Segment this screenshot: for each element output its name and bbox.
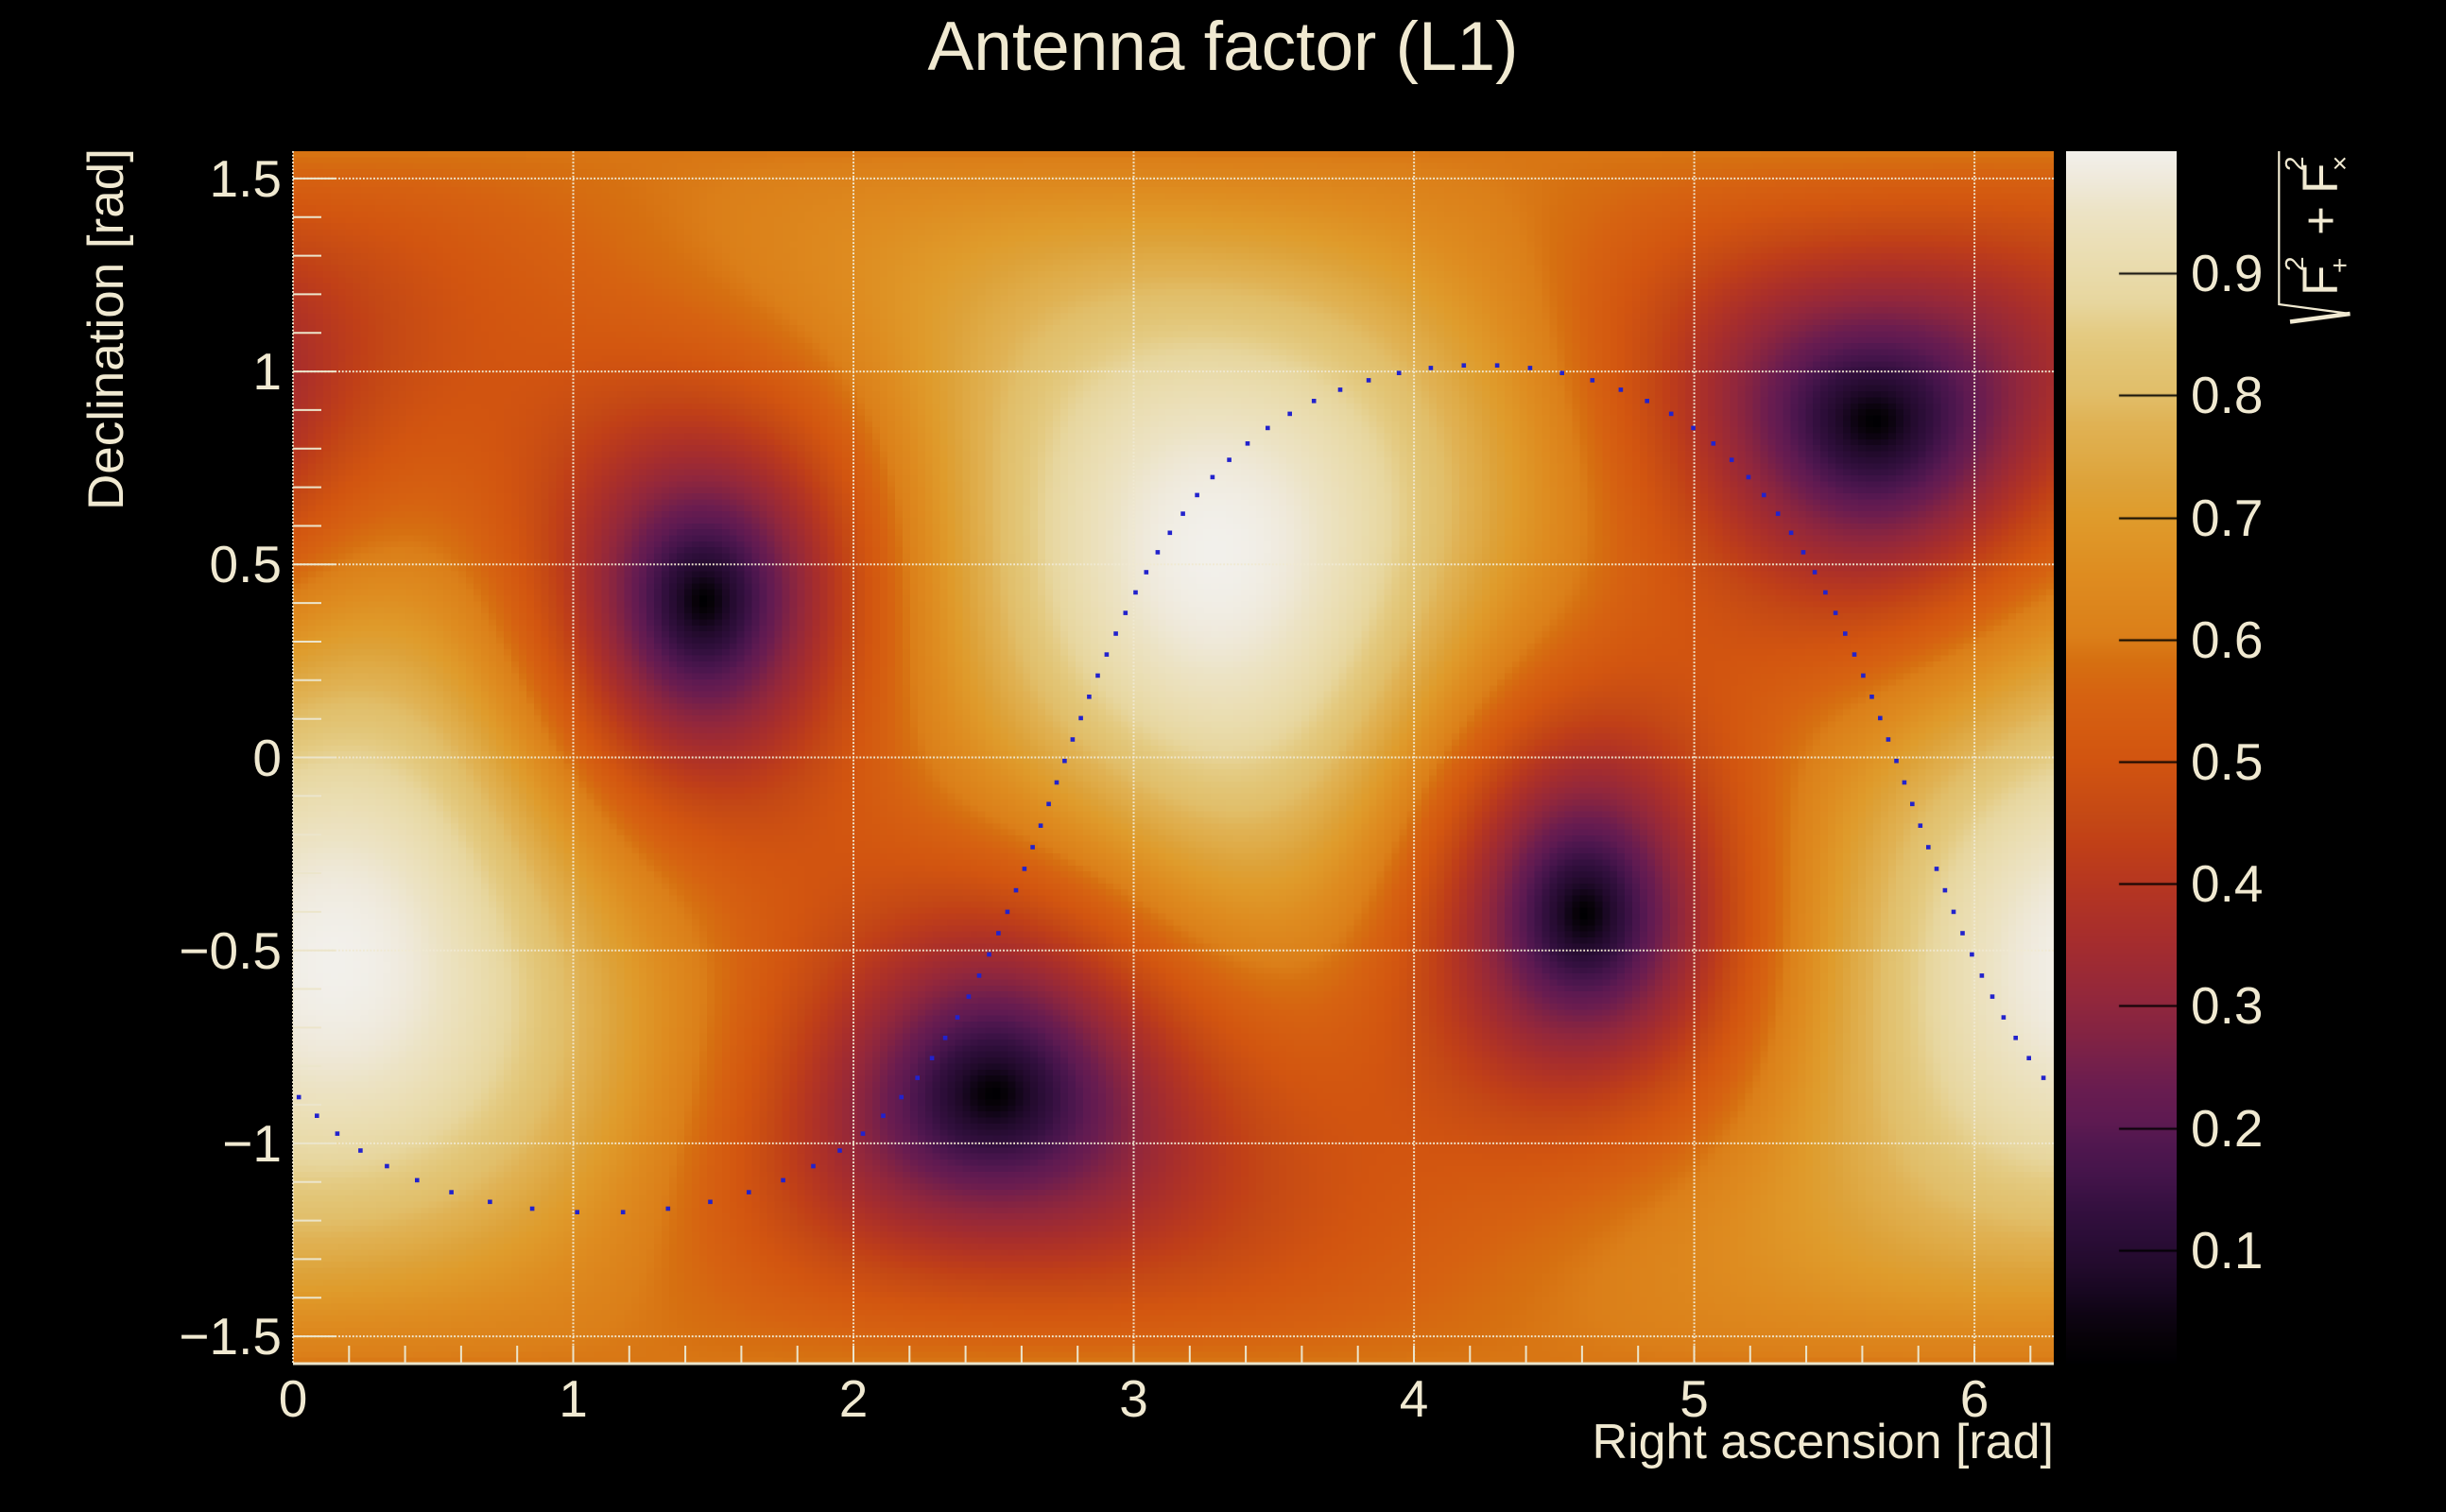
svg-text:+: + bbox=[2293, 206, 2349, 235]
svg-text:2: 2 bbox=[2280, 156, 2309, 171]
svg-text:F: F bbox=[2293, 266, 2349, 296]
svg-text:F: F bbox=[2293, 163, 2349, 194]
svg-text:×: × bbox=[2325, 156, 2354, 171]
svg-text:2: 2 bbox=[2280, 256, 2309, 271]
svg-text:+: + bbox=[2325, 258, 2354, 273]
